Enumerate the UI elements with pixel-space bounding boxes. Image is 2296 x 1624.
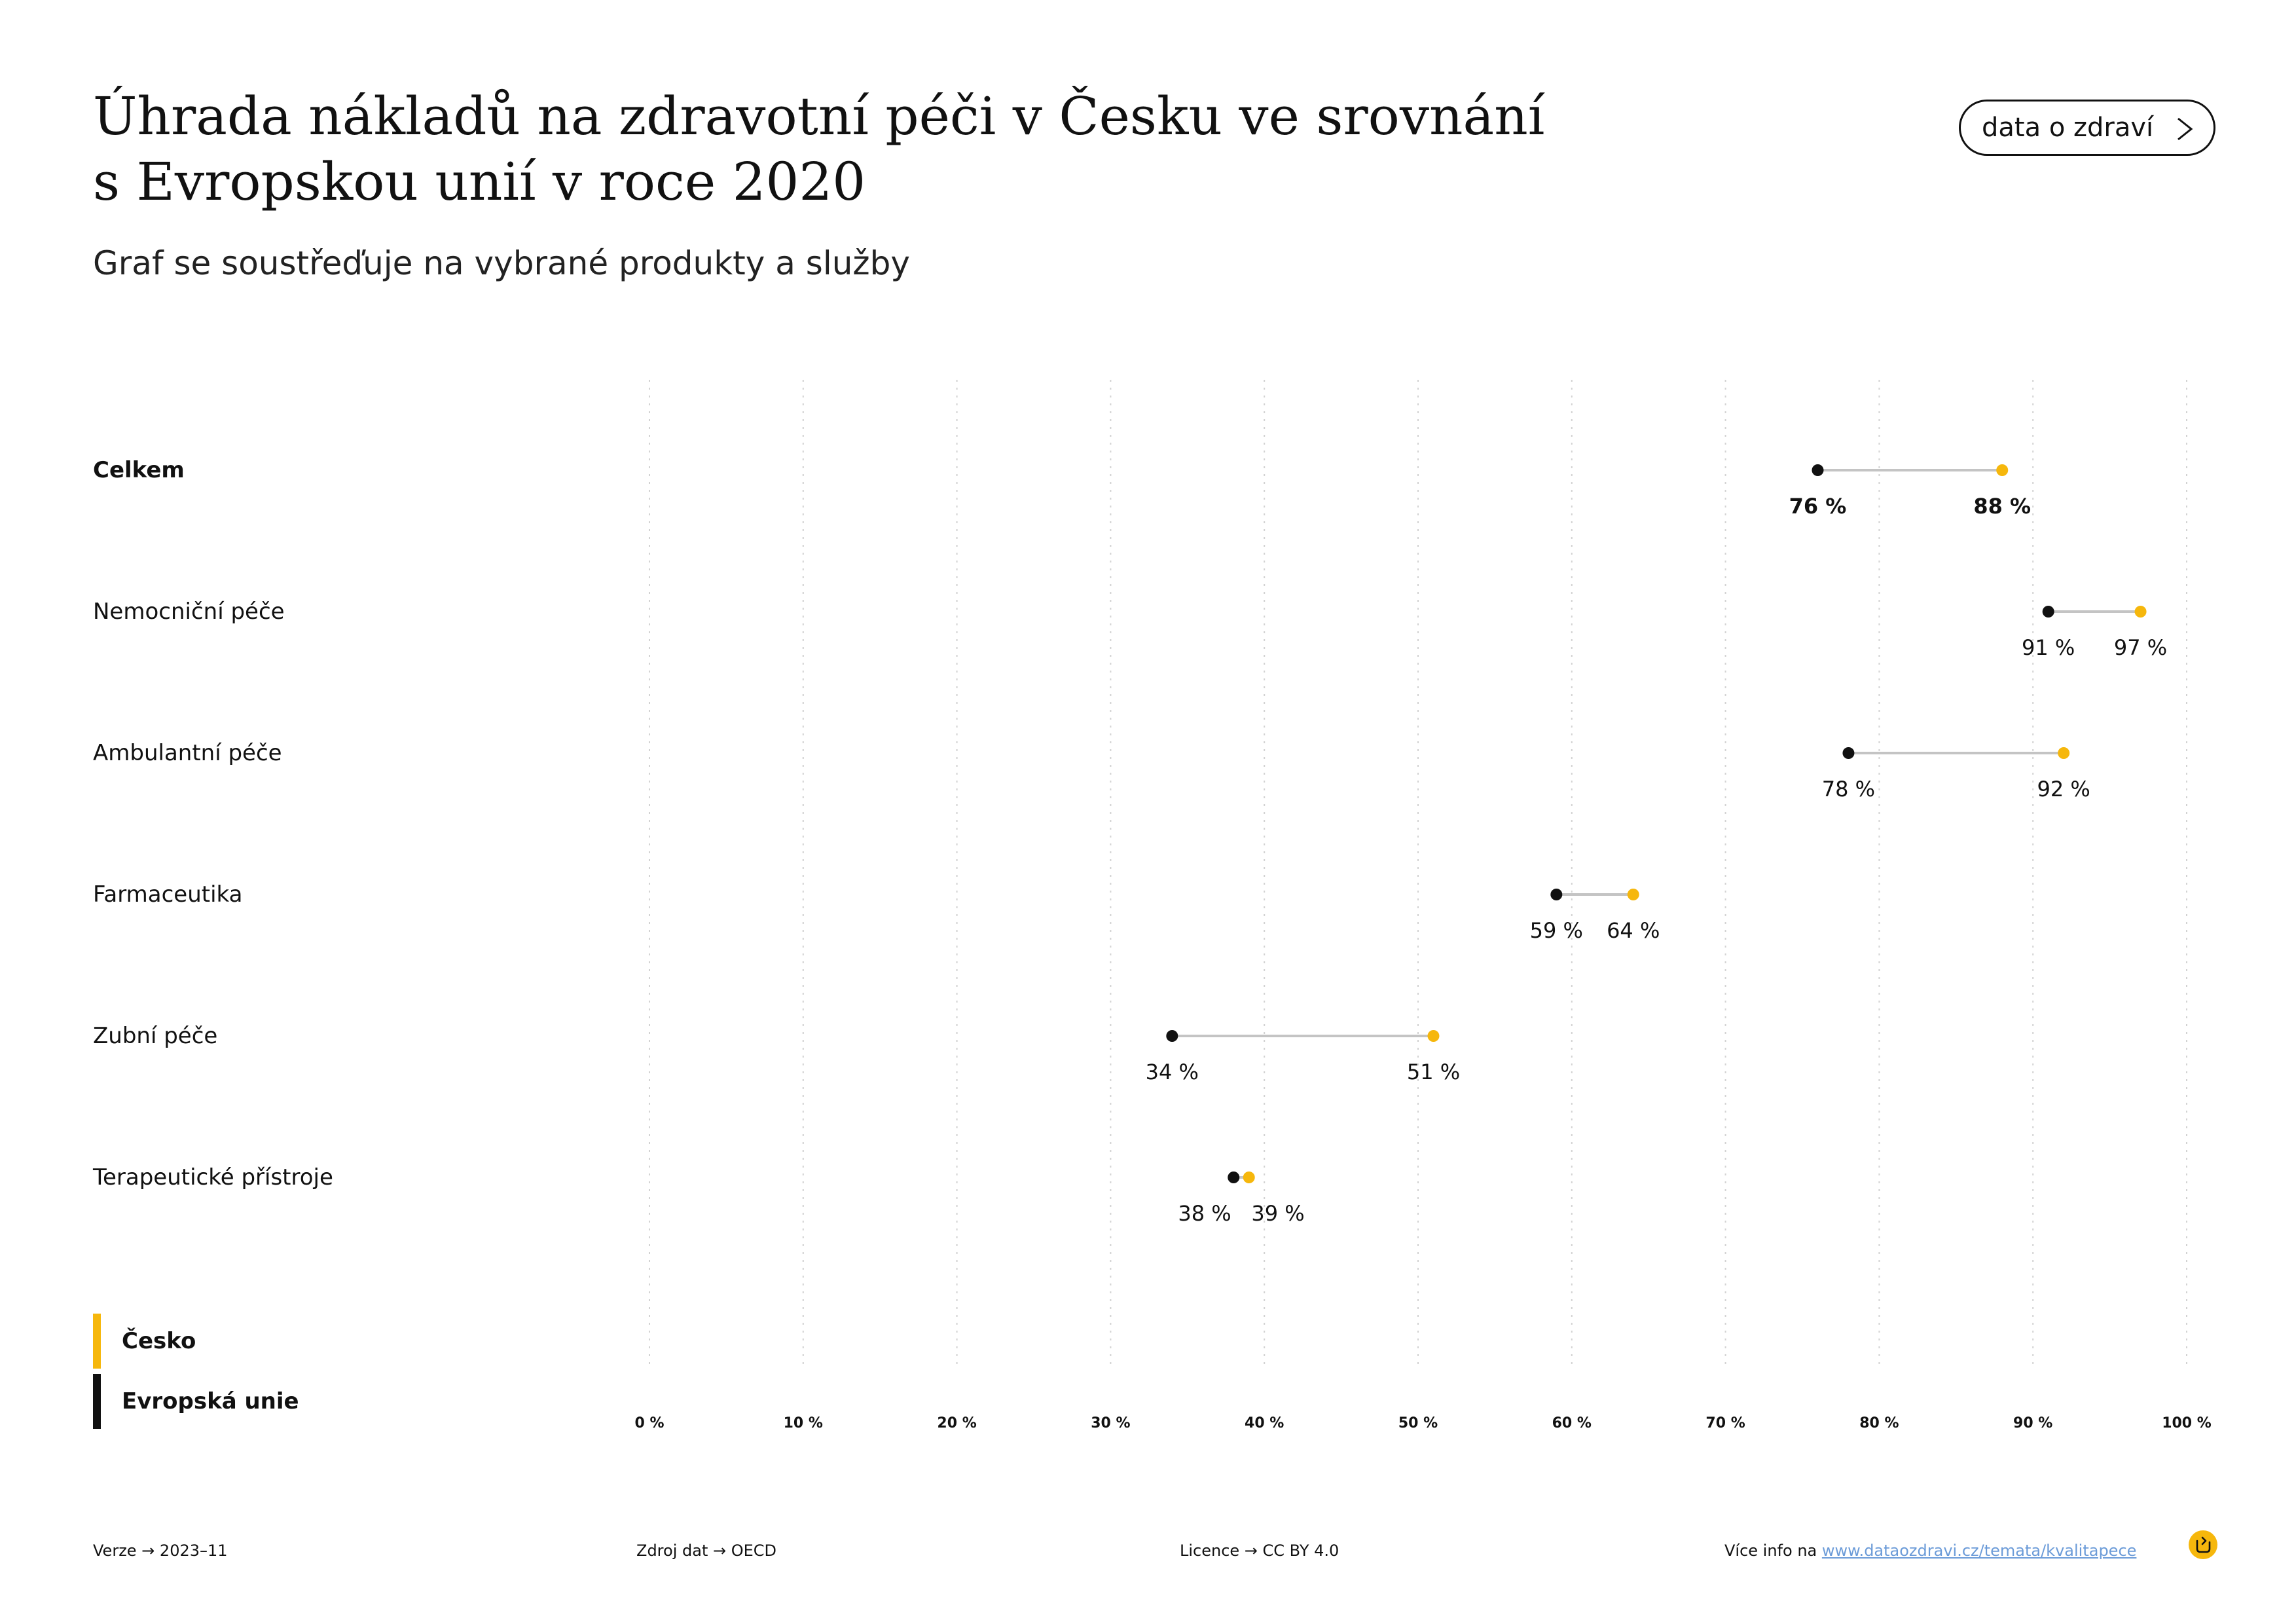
x-tick-label-50: 50 % (1398, 1415, 1438, 1431)
point-cz-0 (1996, 464, 2009, 476)
value-label-eu-0: 76 % (1789, 494, 1847, 519)
category-label-4: Zubní péče (93, 1023, 218, 1049)
x-tick-label-40: 40 % (1245, 1415, 1284, 1431)
category-label-0: Celkem (93, 457, 185, 483)
dumbbell-chart: 0 % 10 % 20 % 30 % 40 % 50 % 60 % 70 % 80 % 90 % 1… (634, 380, 2212, 1431)
value-label-cz-5: 39 % (1251, 1201, 1304, 1226)
x-tick-label-30: 30 % (1091, 1415, 1130, 1431)
category-label-5: Terapeutické přístroje (93, 1164, 333, 1190)
data-o-zdravi-button-label: data o zdraví (1982, 113, 2154, 143)
x-tick-label-90: 90 % (2013, 1415, 2052, 1431)
x-tick-label-70: 70 % (1705, 1415, 1745, 1431)
page-title: Úhrada nákladů na zdravotní péči v Česku… (93, 84, 1599, 215)
chevron-right-icon (2178, 117, 2193, 141)
category-label-1: Nemocniční péče (93, 599, 285, 625)
page-subtitle: Graf se soustřeďuje na vybrané produkty … (93, 244, 910, 282)
point-cz-2 (2058, 747, 2070, 759)
value-label-cz-2: 92 % (2037, 777, 2090, 802)
footer-version: Verze → 2023–11 (93, 1541, 228, 1560)
point-eu-0 (1812, 464, 1824, 476)
data-o-zdravi-button[interactable]: data o zdraví (1959, 100, 2215, 156)
point-eu-3 (1550, 889, 1563, 900)
footer-more-info-prefix: Více info na (1724, 1541, 1822, 1560)
point-eu-5 (1228, 1172, 1240, 1183)
value-label-cz-4: 51 % (1407, 1060, 1460, 1084)
value-label-eu-4: 34 % (1146, 1060, 1199, 1084)
legend-label-cesko: Česko (122, 1328, 196, 1354)
value-label-cz-0: 88 % (1973, 494, 2031, 519)
brand-logo-icon (2189, 1530, 2217, 1559)
legend-label-eu: Evropská unie (122, 1388, 299, 1414)
point-cz-1 (2134, 606, 2147, 618)
value-label-eu-2: 78 % (1822, 777, 1875, 802)
value-label-cz-1: 97 % (2114, 635, 2167, 660)
x-tick-label-80: 80 % (1859, 1415, 1899, 1431)
footer-more-info-link[interactable]: www.dataozdravi.cz/temata/kvalitapece (1821, 1541, 2137, 1560)
value-label-eu-1: 91 % (2022, 635, 2075, 660)
value-label-cz-3: 64 % (1607, 918, 1660, 943)
footer-source: Zdroj dat → OECD (636, 1541, 777, 1560)
point-cz-5 (1243, 1172, 1255, 1183)
point-eu-2 (1842, 747, 1855, 759)
x-tick-label-0: 0 % (634, 1415, 664, 1431)
tick-label-layer: 0 % 10 % 20 % 30 % 40 % 50 % 60 % 70 % 80 % 90 % 1… (634, 1415, 2211, 1431)
legend-swatch-eu (93, 1374, 101, 1429)
x-tick-label-60: 60 % (1552, 1415, 1592, 1431)
title-line-2: s Evropskou unií v roce 2020 (93, 151, 866, 212)
value-label-eu-3: 59 % (1530, 918, 1583, 943)
category-label-3: Farmaceutika (93, 881, 243, 908)
footer-more-info: Více info na www.dataozdravi.cz/temata/k… (1724, 1541, 2136, 1560)
grid-layer (649, 380, 2187, 1369)
legend-swatch-cesko (93, 1314, 101, 1369)
x-tick-label-100: 100 % (2162, 1415, 2212, 1431)
x-tick-label-10: 10 % (784, 1415, 823, 1431)
x-tick-label-20: 20 % (937, 1415, 976, 1431)
point-cz-4 (1427, 1030, 1440, 1042)
point-cz-3 (1627, 889, 1639, 900)
point-eu-4 (1166, 1030, 1178, 1042)
category-label-2: Ambulantní péče (93, 740, 282, 766)
title-line-1: Úhrada nákladů na zdravotní péči v Česku… (93, 86, 1545, 147)
footer-license: Licence → CC BY 4.0 (1180, 1541, 1339, 1560)
mark-layer: 76 % 88 % 91 % 97 % 78 % 92 % 59 % 64 % 34 % 51 %… (1146, 464, 2167, 1226)
value-label-eu-5: 38 % (1178, 1201, 1231, 1226)
point-eu-1 (2042, 606, 2054, 618)
